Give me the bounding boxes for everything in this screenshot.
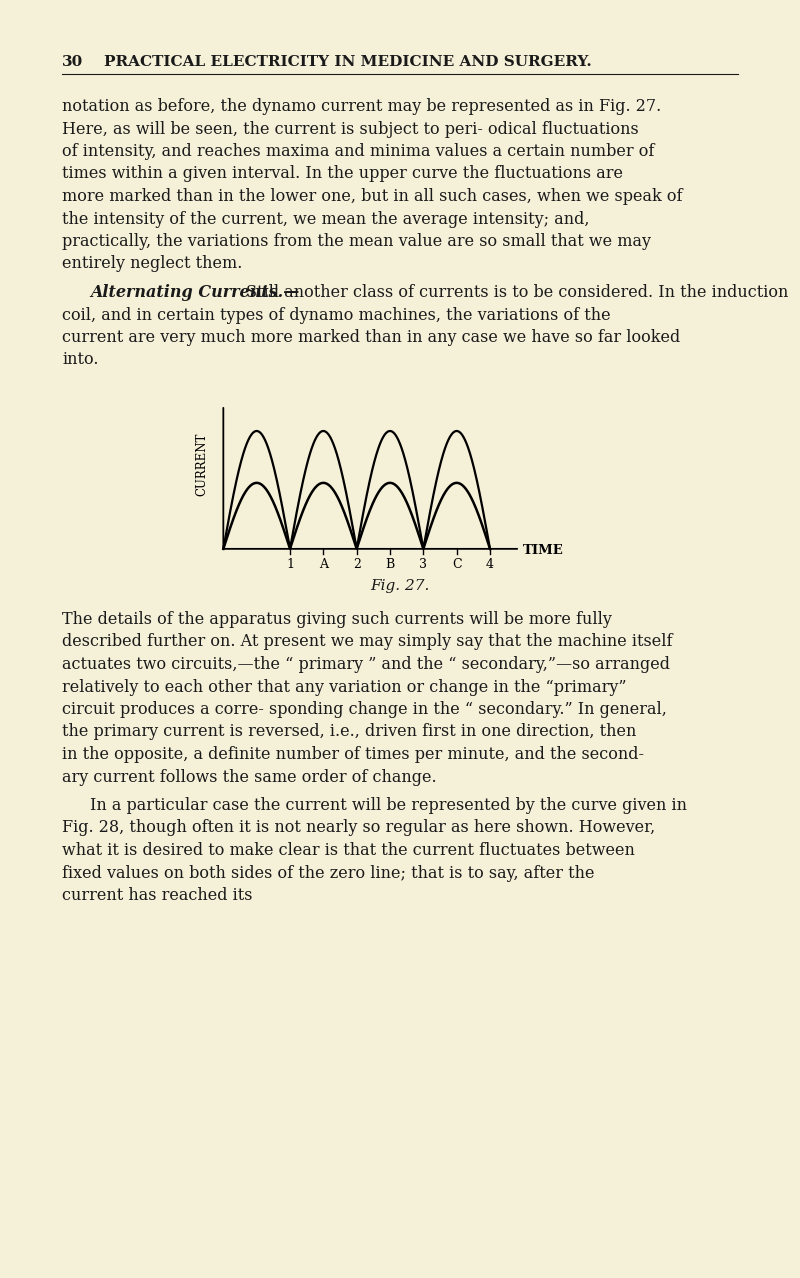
Text: Fig. 27.: Fig. 27. [370, 579, 430, 593]
Text: Alternating Currents.—: Alternating Currents.— [90, 284, 299, 302]
Text: entirely neglect them.: entirely neglect them. [62, 256, 242, 272]
Text: of intensity, and reaches maxima and minima values a certain number of: of intensity, and reaches maxima and min… [62, 143, 654, 160]
Text: circuit produces a corre- sponding change in the “ secondary.” In general,: circuit produces a corre- sponding chang… [62, 702, 667, 718]
Text: CURRENT: CURRENT [195, 432, 209, 496]
Text: B: B [386, 557, 394, 571]
Text: 1: 1 [286, 557, 294, 571]
Text: described further on. At present we may simply say that the machine itself: described further on. At present we may … [62, 634, 673, 651]
Text: current are very much more marked than in any case we have so far looked: current are very much more marked than i… [62, 328, 680, 346]
Text: relatively to each other that any variation or change in the “primary”: relatively to each other that any variat… [62, 679, 626, 695]
Text: notation as before, the dynamo current may be represented as in Fig. 27.: notation as before, the dynamo current m… [62, 98, 662, 115]
Text: coil, and in certain types of dynamo machines, the variations of the: coil, and in certain types of dynamo mac… [62, 307, 610, 323]
Text: 4: 4 [486, 557, 494, 571]
Text: Fig. 28, though often it is not nearly so regular as here shown. However,: Fig. 28, though often it is not nearly s… [62, 819, 655, 837]
Text: ary current follows the same order of change.: ary current follows the same order of ch… [62, 768, 437, 786]
Text: 3: 3 [419, 557, 427, 571]
Text: in the opposite, a definite number of times per minute, and the second-: in the opposite, a definite number of ti… [62, 746, 644, 763]
Text: fixed values on both sides of the zero line; that is to say, after the: fixed values on both sides of the zero l… [62, 864, 594, 882]
Text: C: C [452, 557, 462, 571]
Text: current has reached its: current has reached its [62, 887, 253, 904]
Text: the intensity of the current, we mean the average intensity; and,: the intensity of the current, we mean th… [62, 211, 590, 227]
Text: times within a given interval. In the upper curve the fluctuations are: times within a given interval. In the up… [62, 165, 623, 183]
Text: what it is desired to make clear is that the current fluctuates between: what it is desired to make clear is that… [62, 842, 635, 859]
Text: 2: 2 [353, 557, 361, 571]
Text: Here, as will be seen, the current is subject to peri- odical fluctuations: Here, as will be seen, the current is su… [62, 120, 638, 138]
Text: the primary current is reversed, i.e., driven first in one direction, then: the primary current is reversed, i.e., d… [62, 723, 636, 740]
Text: A: A [319, 557, 328, 571]
Text: 30: 30 [62, 55, 83, 69]
Text: Still another class of currents is to be considered. In the induction: Still another class of currents is to be… [246, 284, 789, 302]
Text: more marked than in the lower one, but in all such cases, when we speak of: more marked than in the lower one, but i… [62, 188, 682, 204]
Text: The details of the apparatus giving such currents will be more fully: The details of the apparatus giving such… [62, 611, 612, 627]
Text: into.: into. [62, 351, 98, 368]
Text: actuates two circuits,—the “ primary ” and the “ secondary,”—so arranged: actuates two circuits,—the “ primary ” a… [62, 656, 670, 674]
Text: practically, the variations from the mean value are so small that we may: practically, the variations from the mea… [62, 233, 651, 250]
Text: In a particular case the current will be represented by the curve given in: In a particular case the current will be… [90, 797, 687, 814]
Text: TIME: TIME [523, 543, 564, 556]
Text: PRACTICAL ELECTRICITY IN MEDICINE AND SURGERY.: PRACTICAL ELECTRICITY IN MEDICINE AND SU… [104, 55, 592, 69]
